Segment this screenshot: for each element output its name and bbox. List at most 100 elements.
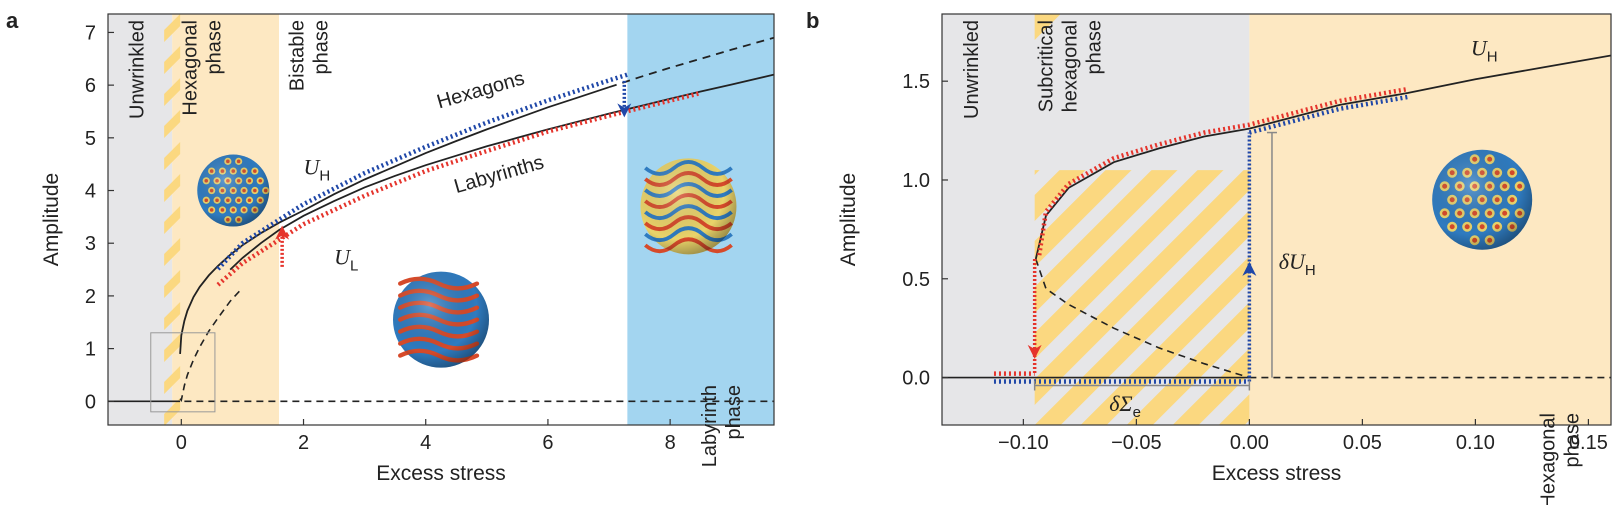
panel-b-y-axis-label: Amplitude	[837, 173, 860, 266]
region-boundary-stripe	[164, 78, 181, 106]
x-tick-label-b: −0.05	[1111, 432, 1162, 454]
region-unwrinkled	[108, 14, 173, 425]
UL-solid-curve	[229, 73, 774, 271]
region-label-unwrinkled-line: Unwrinkled	[126, 20, 148, 119]
panel-b-annotations: Unwrinkled Subcritical hexagonal phase Hexag…	[961, 20, 1583, 505]
region-boundary-stripe	[164, 46, 181, 74]
region-label-unwrinkled-b: Unwrinkled	[961, 20, 983, 119]
region-label-subcritical-b-line: hexagonal	[1060, 20, 1082, 112]
UH-curve-b	[1034, 54, 1611, 260]
region-label-bistable-line: phase	[311, 20, 333, 75]
jump-b-arrowhead-blue	[1242, 261, 1257, 276]
subcritical-stripe	[1126, 302, 1250, 425]
UH-label-b: UH	[1471, 35, 1498, 65]
jump-b-arrowhead-red	[1027, 344, 1042, 359]
x-tick-label-b: 0.05	[1343, 432, 1382, 454]
y-tick-label: 7	[85, 22, 96, 44]
region-label-hexagonal-b: Hexagonal phase	[1537, 413, 1583, 505]
labyrinth-pattern-sphere	[640, 158, 737, 255]
region-boundary-stripe	[164, 206, 181, 234]
x-tick-label-b: −0.10	[998, 432, 1049, 454]
hexagons-dotted-series	[216, 72, 629, 271]
subcritical-stripe	[1034, 210, 1250, 425]
sphere-shading	[1432, 149, 1533, 250]
region-label-subcritical-b-line: phase	[1084, 20, 1106, 75]
sphere-shading	[393, 271, 489, 368]
region-label-hexagonal-b-line: Hexagonal	[1537, 413, 1559, 505]
bistable-pattern-sphere	[393, 271, 489, 368]
panel-b: b −0.10 −0.05 0.00 0.05 0.10 0.15 0.0 0.5 1.0 1.5…	[806, 8, 1612, 505]
UH-label: UH	[304, 155, 331, 185]
y-tick-label: 5	[85, 128, 96, 150]
x-tick-label-b: 0.15	[1569, 432, 1608, 454]
region-boundary-stripe	[164, 174, 181, 202]
y-tick-label: 2	[85, 286, 96, 308]
y-tick-label-b: 1.0	[902, 170, 930, 192]
sphere-shading	[640, 158, 737, 255]
panel-b-axis-ticks: −0.10 −0.05 0.00 0.05 0.10 0.15 0.0 0.5 1.0 1.5	[902, 71, 1608, 454]
region-boundary-stripe	[164, 270, 181, 298]
region-label-labyrinth-line: phase	[723, 385, 745, 440]
region-label-hexagonal: Hexagonal phase	[180, 20, 226, 116]
panel-a-pattern-spheres	[197, 154, 737, 368]
region-boundary-stripe	[164, 110, 181, 138]
subcritical-stripe	[1172, 348, 1250, 425]
subcritical-stripe	[1034, 170, 1250, 405]
sphere-shading	[197, 154, 270, 227]
y-tick-label-b: 0.0	[902, 368, 930, 390]
y-tick-label: 4	[85, 181, 96, 203]
jump-arrowhead-red	[275, 225, 290, 240]
origin-inset-box	[150, 332, 216, 413]
hexagon-pattern-sphere-b	[1432, 149, 1533, 250]
region-label-hexagonal-b-line: phase	[1561, 413, 1583, 468]
x-tick-label: 2	[298, 432, 309, 454]
region-label-labyrinth-line: Labyrinth	[699, 385, 721, 467]
red-dotted-branch	[1036, 86, 1408, 256]
panel-a-axis-ticks: 0 2 4 6 8 0 1 2 3 4 5 6 7	[85, 22, 676, 454]
y-tick-label: 0	[85, 391, 96, 413]
region-hexagonal-phase	[1249, 14, 1611, 425]
region-label-labyrinth: Labyrinth phase	[699, 385, 745, 467]
region-boundary-stripe	[164, 142, 181, 170]
panel-a-letter: a	[6, 8, 19, 33]
x-tick-label: 8	[665, 432, 676, 454]
y-tick-label-b: 1.5	[902, 71, 930, 93]
panel-b-phase-regions	[942, 14, 1611, 425]
y-tick-label: 1	[85, 339, 96, 361]
x-tick-label-b: 0.10	[1456, 432, 1495, 454]
panel-b-pattern-sphere	[1432, 149, 1533, 250]
subcritical-stripe	[1218, 394, 1250, 425]
x-tick-label: 0	[176, 432, 187, 454]
panel-b-x-axis-label: Excess stress	[1212, 462, 1342, 485]
jump-arrowhead-blue	[617, 103, 632, 118]
region-label-bistable: Bistable phase	[287, 20, 333, 91]
region-boundary-stripe	[164, 334, 181, 362]
unstable-branch-b	[1035, 258, 1250, 379]
panel-a-frame	[107, 13, 775, 426]
panel-a-x-axis-label: Excess stress	[376, 462, 506, 485]
delta-UH-label: δUH	[1279, 249, 1316, 279]
panel-b-letter: b	[806, 8, 819, 33]
region-boundary-stripe	[164, 238, 181, 266]
region-boundary-stripe	[164, 366, 181, 394]
panel-b-frame	[941, 13, 1612, 426]
panel-a-y-axis-label: Amplitude	[40, 173, 63, 266]
region-label-hexagonal-line: Hexagonal	[180, 20, 202, 116]
region-label-hexagonal-line: phase	[204, 20, 226, 75]
x-tick-label: 4	[420, 432, 431, 454]
x-tick-label: 6	[542, 432, 553, 454]
panel-b-curves	[942, 54, 1611, 391]
delta-sigma-e-label: δΣe	[1109, 391, 1141, 421]
region-boundary-stripe	[164, 14, 181, 42]
labyrinths-dotted-series	[216, 90, 702, 287]
UL-label: UL	[334, 244, 358, 274]
x-tick-label-b: 0.00	[1230, 432, 1269, 454]
region-label-subcritical-b: Subcritical hexagonal phase	[1036, 20, 1106, 112]
y-tick-label: 6	[85, 75, 96, 97]
y-tick-label: 3	[85, 233, 96, 255]
subcritical-stripes	[1034, 170, 1250, 425]
subcritical-stripe-top	[1034, 14, 1061, 40]
blue-dotted-branch	[1248, 94, 1408, 135]
